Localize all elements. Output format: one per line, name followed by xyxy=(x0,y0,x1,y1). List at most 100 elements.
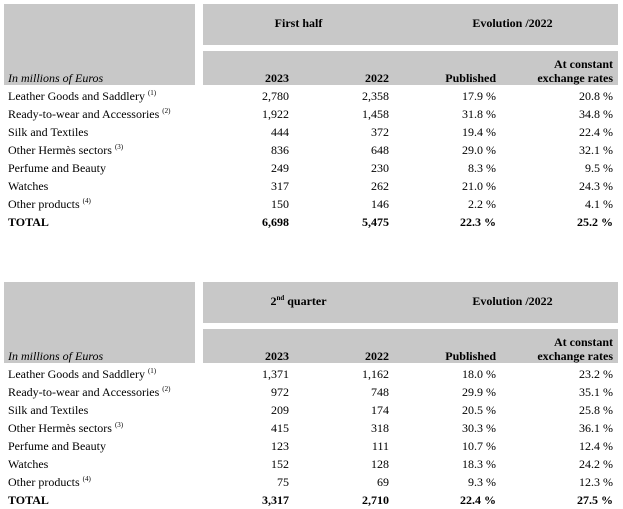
change-constant-rates: 22.4 % xyxy=(579,125,613,139)
value-2023: 1,922 xyxy=(262,107,289,121)
change-constant-rates: 25.2 % xyxy=(577,215,613,229)
col-header-constant-rates: At constant exchange rates xyxy=(537,335,613,363)
value-2022: 69 xyxy=(377,475,389,489)
row-label: Watches xyxy=(8,457,49,471)
footnote-ref: (1) xyxy=(147,367,157,375)
change-published: 19.4 % xyxy=(462,125,496,139)
table-row: Perfume and Beauty 123 111 10.7 % 12.4 % xyxy=(2,437,620,455)
row-label: Ready-to-wear and Accessories (2) xyxy=(8,107,171,121)
change-constant-rates: 25.8 % xyxy=(579,403,613,417)
group-header-evolution: Evolution /2022 xyxy=(472,294,553,308)
footnote-ref: (3) xyxy=(114,421,124,429)
change-published: 10.7 % xyxy=(462,439,496,453)
row-label: Other Hermès sectors (3) xyxy=(8,143,124,157)
row-label: Perfume and Beauty xyxy=(8,161,106,175)
table-body: Leather Goods and Saddlery (1) 2,780 2,358… xyxy=(2,87,620,231)
footnote-ref: (4) xyxy=(82,475,91,483)
value-2023: 415 xyxy=(271,421,289,435)
change-constant-rates: 4.1 % xyxy=(585,197,613,211)
header-shade-bottom xyxy=(203,329,618,363)
value-2023: 75 xyxy=(277,475,289,489)
value-2023: 209 xyxy=(271,403,289,417)
change-published: 22.3 % xyxy=(460,215,496,229)
value-2022: 262 xyxy=(371,179,389,193)
table-row: Watches 317 262 21.0 % 24.3 % xyxy=(2,177,620,195)
group-header-period: First half xyxy=(274,16,323,30)
header-shade-left xyxy=(4,4,195,85)
table-row: Other Hermès sectors (3) 415 318 30.3 % 36.1… xyxy=(2,419,620,437)
change-constant-rates: 23.2 % xyxy=(579,367,613,381)
col-header-2022: 2022 xyxy=(365,349,389,363)
change-constant-rates: 24.3 % xyxy=(579,179,613,193)
value-2022: 230 xyxy=(371,161,389,175)
table-header: 2nd quarter Evolution /2022 In millions … xyxy=(2,280,620,365)
value-2022: 1,458 xyxy=(362,107,389,121)
value-2022: 174 xyxy=(371,403,389,417)
row-label: Watches xyxy=(8,179,49,193)
row-label: TOTAL xyxy=(8,215,49,229)
value-2022: 128 xyxy=(371,457,389,471)
value-2022: 2,358 xyxy=(362,89,389,103)
row-label: Other Hermès sectors (3) xyxy=(8,421,124,435)
total-row: TOTAL 3,317 2,710 22.4 % 27.5 % xyxy=(2,491,620,509)
change-published: 31.8 % xyxy=(462,107,496,121)
group-header-period: 2nd quarter xyxy=(270,294,327,308)
change-published: 18.3 % xyxy=(462,457,496,471)
value-2023: 123 xyxy=(271,439,289,453)
table-row: Leather Goods and Saddlery (1) 2,780 2,358… xyxy=(2,87,620,105)
header-shade-bottom xyxy=(203,51,618,85)
change-published: 30.3 % xyxy=(462,421,496,435)
row-label: Leather Goods and Saddlery (1) xyxy=(8,367,157,381)
table-row: Ready-to-wear and Accessories (2) 1,922 1,… xyxy=(2,105,620,123)
value-2023: 444 xyxy=(271,125,289,139)
table-row: Silk and Textiles 209 174 20.5 % 25.8 % xyxy=(2,401,620,419)
row-label: Ready-to-wear and Accessories (2) xyxy=(8,385,171,399)
value-2023: 2,780 xyxy=(262,89,289,103)
value-2023: 972 xyxy=(271,385,289,399)
value-2022: 318 xyxy=(371,421,389,435)
value-2023: 6,698 xyxy=(262,215,289,229)
table-header: First half Evolution /2022 In millions o… xyxy=(2,2,620,87)
col-header-published: Published xyxy=(445,349,496,363)
value-2022: 648 xyxy=(371,143,389,157)
change-published: 9.3 % xyxy=(468,475,496,489)
value-2022: 748 xyxy=(371,385,389,399)
header-shade-top xyxy=(203,4,618,45)
row-label: TOTAL xyxy=(8,493,49,507)
total-row: TOTAL 6,698 5,475 22.3 % 25.2 % xyxy=(2,213,620,231)
row-label: Other products (4) xyxy=(8,197,91,211)
value-2022: 372 xyxy=(371,125,389,139)
table-row: Ready-to-wear and Accessories (2) 972 748 2… xyxy=(2,383,620,401)
value-2022: 111 xyxy=(371,439,389,453)
row-label: Leather Goods and Saddlery (1) xyxy=(8,89,157,103)
row-label: Other products (4) xyxy=(8,475,91,489)
value-2023: 150 xyxy=(271,197,289,211)
change-published: 8.3 % xyxy=(468,161,496,175)
value-2022: 1,162 xyxy=(362,367,389,381)
table-body: Leather Goods and Saddlery (1) 1,371 1,162… xyxy=(2,365,620,509)
value-2022: 2,710 xyxy=(362,493,389,507)
change-published: 2.2 % xyxy=(468,197,496,211)
change-published: 17.9 % xyxy=(462,89,496,103)
value-2022: 146 xyxy=(371,197,389,211)
unit-label: In millions of Euros xyxy=(8,349,104,363)
value-2023: 3,317 xyxy=(262,493,289,507)
change-constant-rates: 27.5 % xyxy=(577,493,613,507)
value-2023: 836 xyxy=(271,143,289,157)
change-constant-rates: 12.4 % xyxy=(579,439,613,453)
row-label: Silk and Textiles xyxy=(8,125,89,139)
change-published: 18.0 % xyxy=(462,367,496,381)
change-constant-rates: 34.8 % xyxy=(579,107,613,121)
value-2023: 317 xyxy=(271,179,289,193)
row-label: Perfume and Beauty xyxy=(8,439,106,453)
footnote-ref: (4) xyxy=(82,197,91,205)
table-row: Perfume and Beauty 249 230 8.3 % 9.5 % xyxy=(2,159,620,177)
change-published: 29.0 % xyxy=(462,143,496,157)
change-published: 22.4 % xyxy=(460,493,496,507)
col-header-2022: 2022 xyxy=(365,71,389,85)
change-constant-rates: 35.1 % xyxy=(579,385,613,399)
table-row: Other Hermès sectors (3) 836 648 29.0 % 32.1… xyxy=(2,141,620,159)
col-header-published: Published xyxy=(445,71,496,85)
footnote-ref: (2) xyxy=(162,107,171,115)
table-row: Other products (4) 150 146 2.2 % 4.1 % xyxy=(2,195,620,213)
